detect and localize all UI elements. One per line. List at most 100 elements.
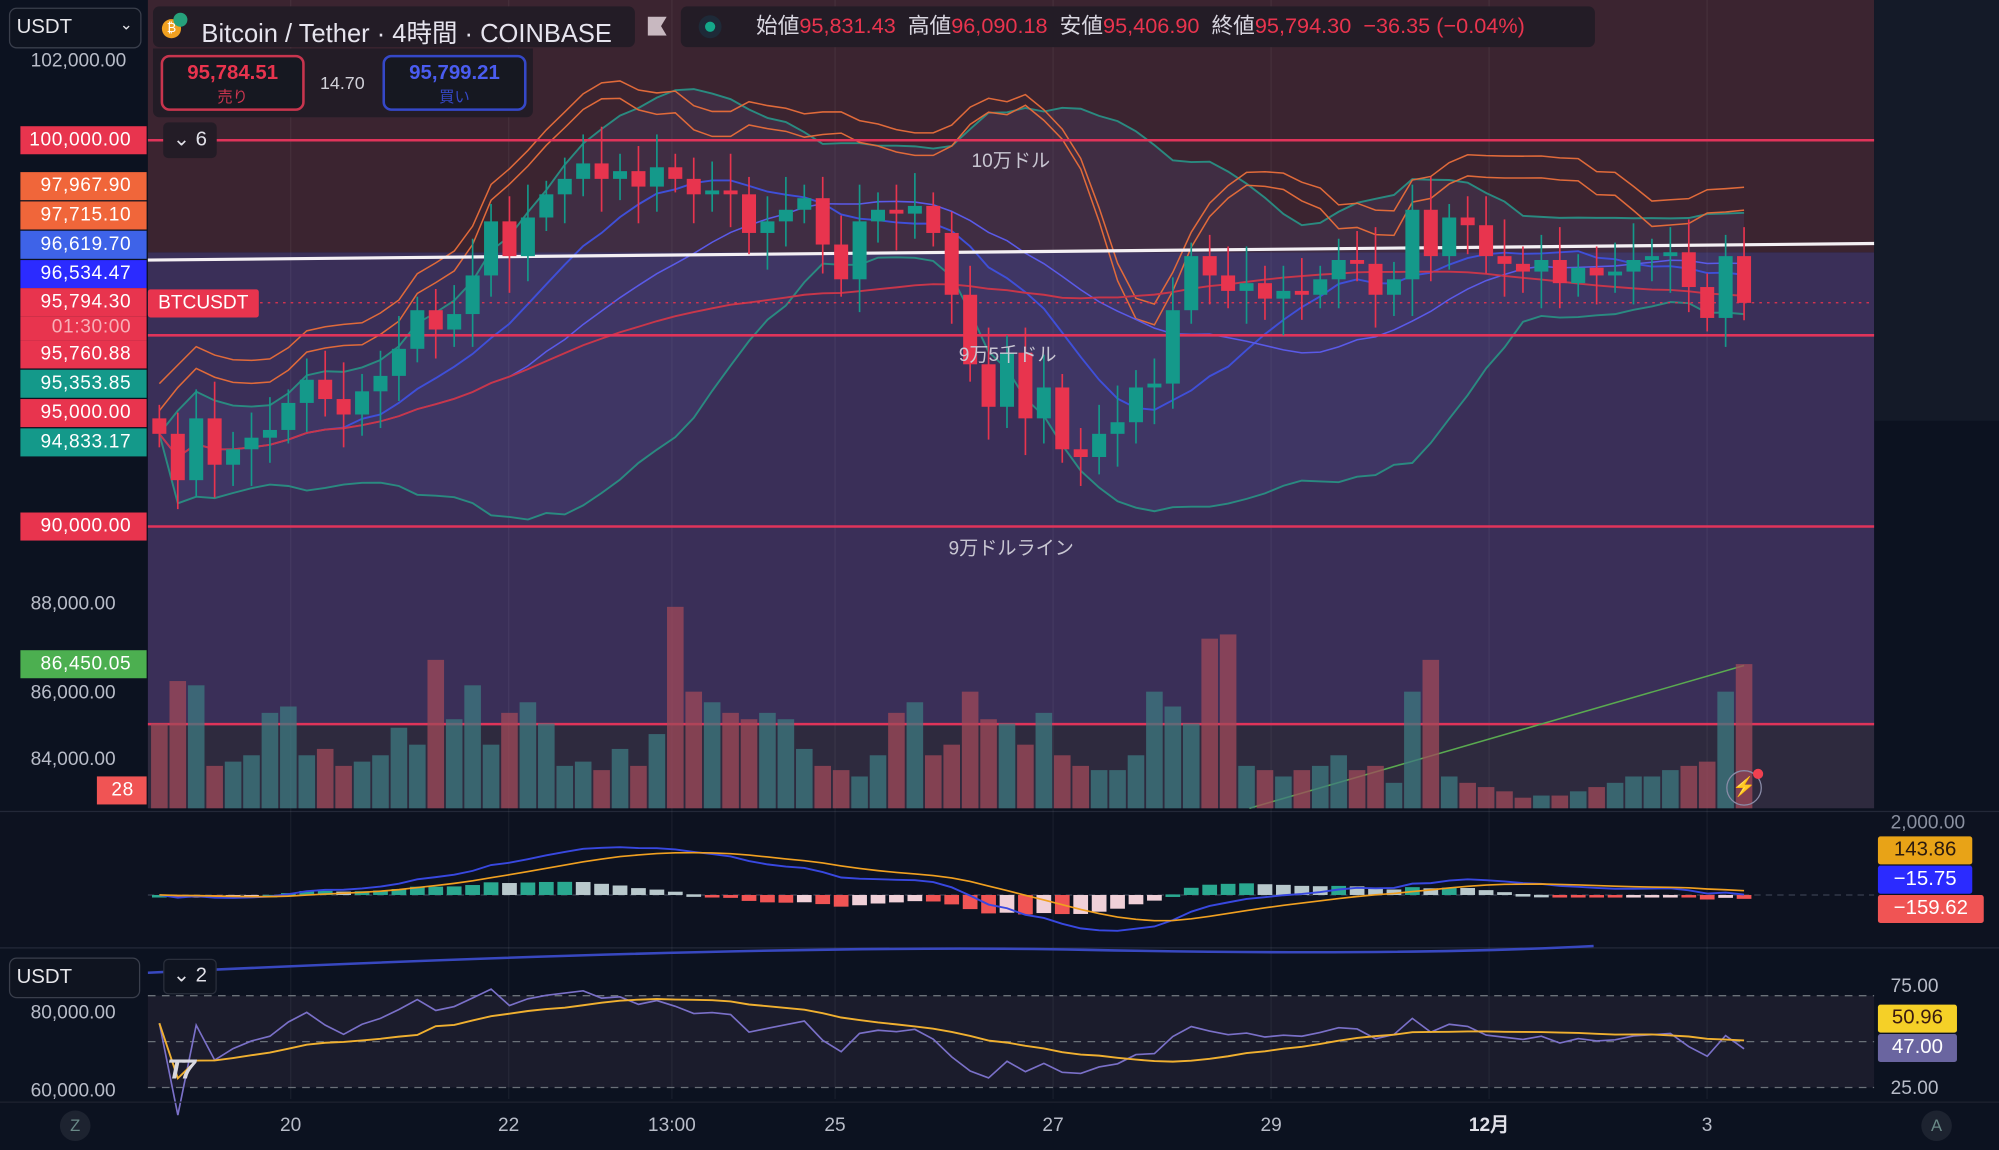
macd-histogram-bar [1533,894,1549,898]
candle-body [926,205,941,233]
candle-body [1423,209,1438,257]
candle-body [649,167,664,187]
volume-bar [1459,782,1476,809]
macd-histogram-bar [1202,884,1218,895]
candle-body [355,391,370,415]
close-label: 終値 [1211,14,1255,39]
collapse-indicators-button[interactable]: ⌄ 6 [163,122,217,159]
macd-histogram-bar [723,894,738,898]
auto-scale-button[interactable]: A [1921,1110,1952,1142]
candle-body [557,178,572,195]
volume-bar [685,691,703,809]
macd-histogram-bar [778,894,794,903]
price-label: 100,000.00 [20,126,147,155]
volume-bar [1146,691,1163,809]
time-axis-tick: 13:00 [647,1114,696,1136]
volume-bar [1569,791,1587,809]
macd-histogram-bar [741,894,757,901]
macd-histogram-bar [704,894,720,898]
volume-bar [519,702,537,809]
high-value: 96,090.18 [951,14,1048,39]
low-label: 安値 [1059,14,1104,39]
volume-bar [1164,706,1182,809]
macd-histogram-bar [575,882,591,895]
volume-bar [1404,691,1421,809]
candle-body [152,418,167,434]
macd-histogram-bar [1681,894,1697,898]
time-axis-tick: 3 [1701,1114,1713,1136]
symbol-title-bar[interactable]: ₿ Bitcoin / Tether · 4時間 · COINBASE [152,6,635,48]
buy-button[interactable]: 95,799.21 買い [382,54,527,111]
volume-bar [796,748,813,809]
volume-bar [574,761,592,809]
bollinger-fill [159,89,1745,520]
volume-bar [888,712,905,809]
macd-histogram-bar [1718,894,1734,898]
volume-bar [1422,659,1440,809]
macd-histogram-bar [1091,894,1107,912]
macd-histogram-bar [594,883,609,895]
volume-bar [648,734,666,809]
time-axis-tick: 27 [1042,1114,1064,1136]
macd-histogram-bar [907,894,923,902]
flag-icon[interactable] [647,16,667,36]
candle-body [1552,259,1567,284]
candle-body [631,171,646,187]
volume-bar [1275,776,1292,809]
macd-histogram-bar [1018,894,1033,915]
candle-body [1073,449,1088,458]
candle-body [1055,387,1070,450]
volume-bar [1643,776,1661,809]
macd-histogram-bar [373,890,388,895]
macd-histogram-bar [649,889,665,895]
macd-histogram-bar [317,890,333,895]
macd-histogram-bar [428,886,444,895]
candle-body [1571,267,1586,284]
candle-body [797,198,812,210]
change-value: −36.35 (−0.04%) [1363,14,1525,39]
volume-bar [961,691,979,809]
volume-bar [1035,712,1053,809]
candle-body [1036,387,1051,419]
candle-body [1147,383,1162,388]
collapse-lower-button[interactable]: ⌄ 2 [163,958,217,995]
candle-body [1018,352,1033,419]
time-axis-tick: 29 [1260,1114,1282,1136]
volume-bar [353,761,371,809]
candle-body [1534,259,1549,272]
price-label: 01:30:00 [20,316,147,341]
candle-body [963,294,978,365]
macd-histogram-bar [1515,894,1531,897]
annotation-95k: 9万5千ドル [958,344,1057,366]
volume-bar [759,712,776,809]
macd-histogram-bar [1128,894,1144,905]
volume-bar [1551,795,1569,809]
market-status-icon [698,15,722,39]
candle-body [760,221,775,233]
chevron-down-icon: ⌄ [172,965,196,987]
volume-bar [482,744,500,809]
volume-bar [169,681,187,809]
volume-bar [1440,776,1458,809]
trend-line [147,241,1875,262]
volume-bar [390,727,408,809]
low-value: 95,406.90 [1103,14,1200,39]
volume-bar [1072,765,1089,809]
candle-body [1405,209,1420,280]
currency-select[interactable]: USDT ⌄ [8,7,142,49]
zoom-reset-button[interactable]: Z [59,1110,91,1142]
rsi-value-label: 47.00 [1877,1033,1957,1062]
rsi-currency-select[interactable]: USDT [8,957,141,999]
sell-button[interactable]: 95,784.51 売り [160,54,305,111]
macd-histogram-bar [1552,894,1568,898]
candle-body [391,348,406,376]
lightning-button[interactable]: ⚡ [1726,768,1764,806]
macd-histogram-bar [667,891,683,895]
volume-bar [814,765,832,809]
volume-bar [1201,638,1218,809]
time-axis [0,1101,1999,1150]
rsi-left-axis-tick: 80,000.00 [30,1002,116,1024]
candle-body [189,418,204,481]
candle-body [944,232,959,295]
